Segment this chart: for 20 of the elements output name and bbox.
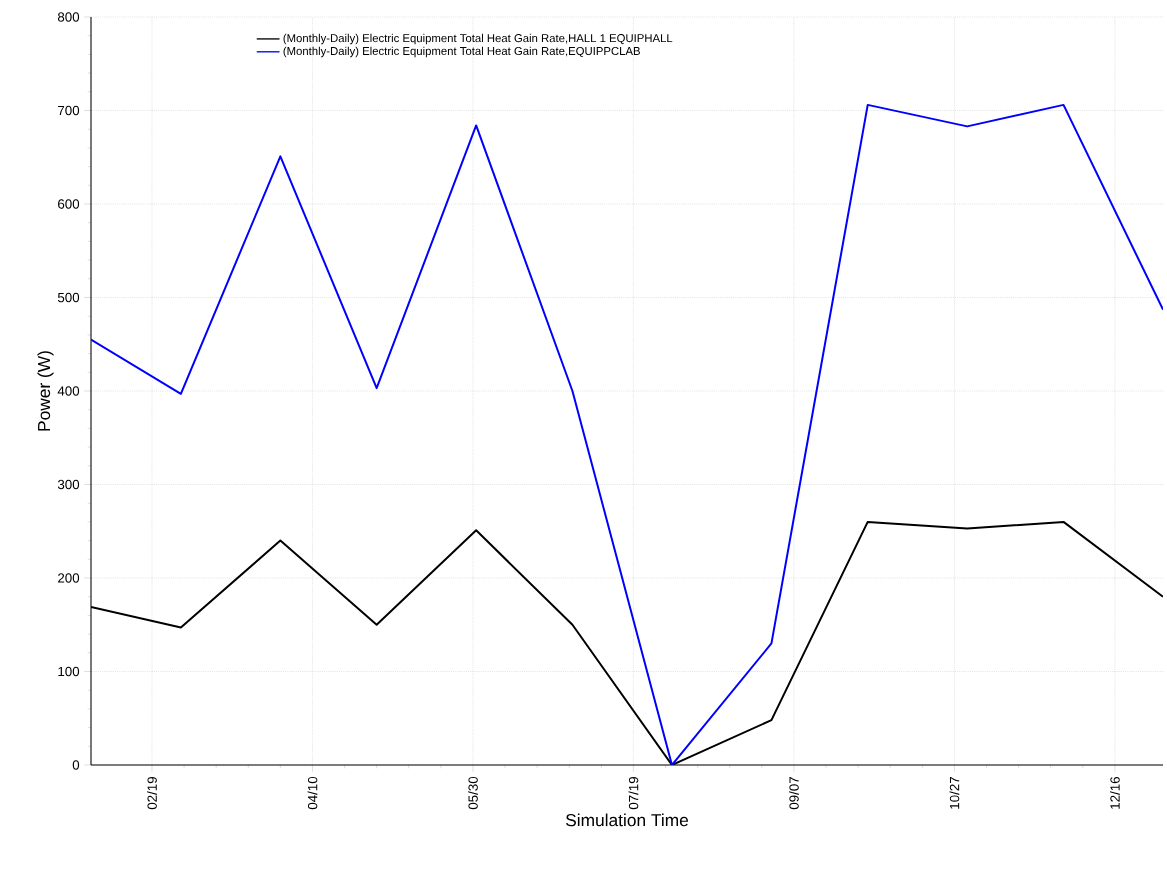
y-tick-label: 0 xyxy=(72,760,80,770)
y-tick-label: 600 xyxy=(58,199,80,209)
y-tick-label: 800 xyxy=(57,12,80,22)
legend-label: (Monthly-Daily) Electric Equipment Total Heat Gain Rate,HALL 1 EQUIPHALL xyxy=(283,33,673,45)
x-axis-title: Simulation Time xyxy=(565,813,689,827)
y-axis-title: Power (W) xyxy=(37,351,54,431)
x-tick-label: 10/27 xyxy=(949,777,960,809)
y-tick-label: 700 xyxy=(58,105,80,116)
x-tick-label: 04/10 xyxy=(307,776,318,810)
x-tick-label: 02/19 xyxy=(147,777,157,810)
y-tick-label: 200 xyxy=(58,573,80,583)
y-tick-label: 100 xyxy=(58,666,80,677)
y-tick-label: 300 xyxy=(57,479,80,490)
legend-label: (Monthly-Daily) Electric Equipment Total Heat Gain Rate,EQUIPPCLAB xyxy=(283,46,640,58)
y-tick-label: 500 xyxy=(57,292,80,303)
x-tick-label: 07/19 xyxy=(628,777,639,810)
x-tick-label: 05/30 xyxy=(468,776,478,810)
x-tick-label: 09/07 xyxy=(789,777,799,810)
x-tick-label: 12/16 xyxy=(1109,776,1120,809)
y-tick-label: 400 xyxy=(57,386,80,396)
